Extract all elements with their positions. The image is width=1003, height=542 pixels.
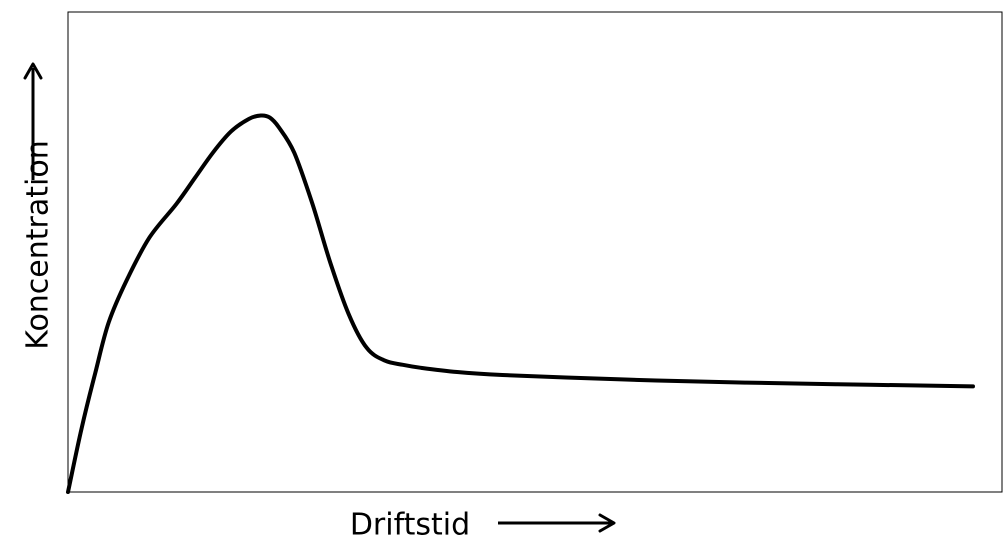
x-axis-label: Driftstid — [350, 508, 470, 542]
series-line — [66, 113, 975, 494]
plot-frame — [67, 11, 1003, 493]
y-axis-label-group: Koncentration — [21, 140, 56, 349]
y-axis-label: Koncentration — [21, 140, 56, 349]
y-axis-arrow — [23, 62, 43, 180]
x-axis-arrow — [498, 513, 616, 533]
y-axis-arrow-head — [23, 62, 43, 80]
x-axis-arrow-head — [598, 513, 616, 533]
